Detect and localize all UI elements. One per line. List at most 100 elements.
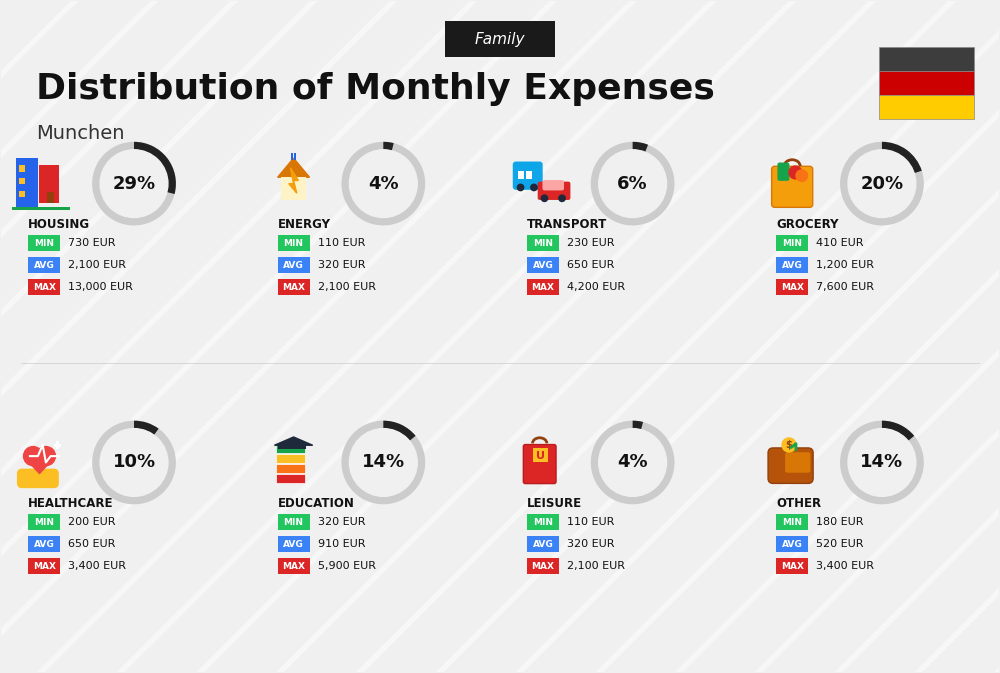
FancyBboxPatch shape [776, 558, 808, 574]
Text: 650 EUR: 650 EUR [68, 539, 116, 549]
FancyBboxPatch shape [513, 162, 543, 190]
FancyBboxPatch shape [776, 236, 808, 251]
Circle shape [349, 429, 417, 497]
FancyBboxPatch shape [28, 536, 60, 552]
Text: MAX: MAX [531, 283, 554, 291]
Text: Family: Family [475, 32, 525, 46]
FancyBboxPatch shape [276, 474, 305, 483]
FancyBboxPatch shape [278, 236, 310, 251]
FancyBboxPatch shape [294, 153, 296, 160]
FancyBboxPatch shape [776, 536, 808, 552]
Text: MIN: MIN [34, 518, 54, 527]
FancyBboxPatch shape [523, 445, 556, 484]
Text: 180 EUR: 180 EUR [816, 518, 864, 527]
Text: 29%: 29% [112, 174, 156, 192]
Text: AVG: AVG [283, 261, 304, 270]
Text: 320 EUR: 320 EUR [567, 539, 614, 549]
FancyBboxPatch shape [28, 236, 60, 251]
FancyBboxPatch shape [879, 95, 974, 119]
Text: Distribution of Monthly Expenses: Distribution of Monthly Expenses [36, 72, 715, 106]
Circle shape [349, 150, 417, 217]
Text: 4%: 4% [617, 454, 648, 472]
Text: 410 EUR: 410 EUR [816, 238, 864, 248]
Circle shape [599, 429, 667, 497]
Wedge shape [591, 142, 675, 225]
FancyBboxPatch shape [28, 514, 60, 530]
Text: 3,400 EUR: 3,400 EUR [816, 561, 874, 571]
FancyBboxPatch shape [291, 153, 293, 160]
Text: 910 EUR: 910 EUR [318, 539, 365, 549]
Text: 110 EUR: 110 EUR [567, 518, 614, 527]
Text: MIN: MIN [782, 239, 802, 248]
Polygon shape [24, 456, 55, 474]
FancyBboxPatch shape [28, 257, 60, 273]
Text: 5,900 EUR: 5,900 EUR [318, 561, 376, 571]
Text: 20%: 20% [860, 174, 903, 192]
Circle shape [848, 429, 916, 497]
FancyBboxPatch shape [527, 279, 559, 295]
Wedge shape [134, 421, 159, 435]
Circle shape [848, 150, 916, 217]
Text: MAX: MAX [531, 561, 554, 571]
Text: MAX: MAX [282, 561, 305, 571]
FancyBboxPatch shape [54, 444, 61, 447]
FancyBboxPatch shape [777, 162, 789, 181]
Text: 13,000 EUR: 13,000 EUR [68, 282, 133, 292]
Wedge shape [341, 142, 425, 225]
FancyBboxPatch shape [527, 514, 559, 530]
Wedge shape [591, 421, 675, 504]
Text: 200 EUR: 200 EUR [68, 518, 116, 527]
FancyBboxPatch shape [28, 558, 60, 574]
Text: 730 EUR: 730 EUR [68, 238, 116, 248]
Text: MIN: MIN [34, 239, 54, 248]
Text: 2,100 EUR: 2,100 EUR [318, 282, 376, 292]
Wedge shape [92, 142, 176, 225]
Text: 2,100 EUR: 2,100 EUR [567, 561, 625, 571]
FancyBboxPatch shape [276, 454, 305, 463]
FancyBboxPatch shape [526, 171, 532, 179]
Text: MAX: MAX [33, 283, 56, 291]
FancyBboxPatch shape [19, 165, 25, 172]
FancyBboxPatch shape [276, 444, 305, 453]
FancyBboxPatch shape [879, 71, 974, 95]
Polygon shape [289, 168, 298, 193]
Text: 3,400 EUR: 3,400 EUR [68, 561, 126, 571]
Circle shape [599, 150, 667, 217]
Text: AVG: AVG [34, 261, 55, 270]
Wedge shape [633, 421, 643, 429]
Circle shape [541, 195, 548, 201]
FancyBboxPatch shape [278, 558, 310, 574]
FancyBboxPatch shape [445, 22, 555, 57]
Text: 520 EUR: 520 EUR [816, 539, 864, 549]
Circle shape [24, 447, 43, 466]
Circle shape [792, 457, 803, 468]
Text: LEISURE: LEISURE [527, 497, 582, 510]
Text: U: U [536, 451, 545, 461]
FancyBboxPatch shape [784, 452, 811, 473]
FancyBboxPatch shape [19, 178, 25, 184]
FancyBboxPatch shape [28, 279, 60, 295]
Text: 14%: 14% [362, 454, 405, 472]
Text: 320 EUR: 320 EUR [318, 260, 365, 271]
Circle shape [796, 170, 808, 182]
FancyBboxPatch shape [527, 558, 559, 574]
FancyBboxPatch shape [19, 190, 25, 197]
FancyBboxPatch shape [17, 468, 59, 488]
Circle shape [789, 166, 802, 179]
Circle shape [100, 429, 168, 497]
Wedge shape [92, 421, 176, 504]
FancyBboxPatch shape [527, 257, 559, 273]
Polygon shape [278, 158, 310, 177]
Wedge shape [840, 421, 924, 504]
Text: MAX: MAX [33, 561, 56, 571]
FancyBboxPatch shape [542, 180, 564, 190]
Text: AVG: AVG [533, 261, 553, 270]
Text: TRANSPORT: TRANSPORT [527, 218, 607, 231]
FancyBboxPatch shape [47, 192, 54, 203]
Text: 2,100 EUR: 2,100 EUR [68, 260, 126, 271]
FancyBboxPatch shape [776, 514, 808, 530]
Wedge shape [882, 142, 922, 173]
Text: $: $ [786, 440, 792, 450]
Text: 4%: 4% [368, 174, 399, 192]
Wedge shape [383, 421, 416, 441]
